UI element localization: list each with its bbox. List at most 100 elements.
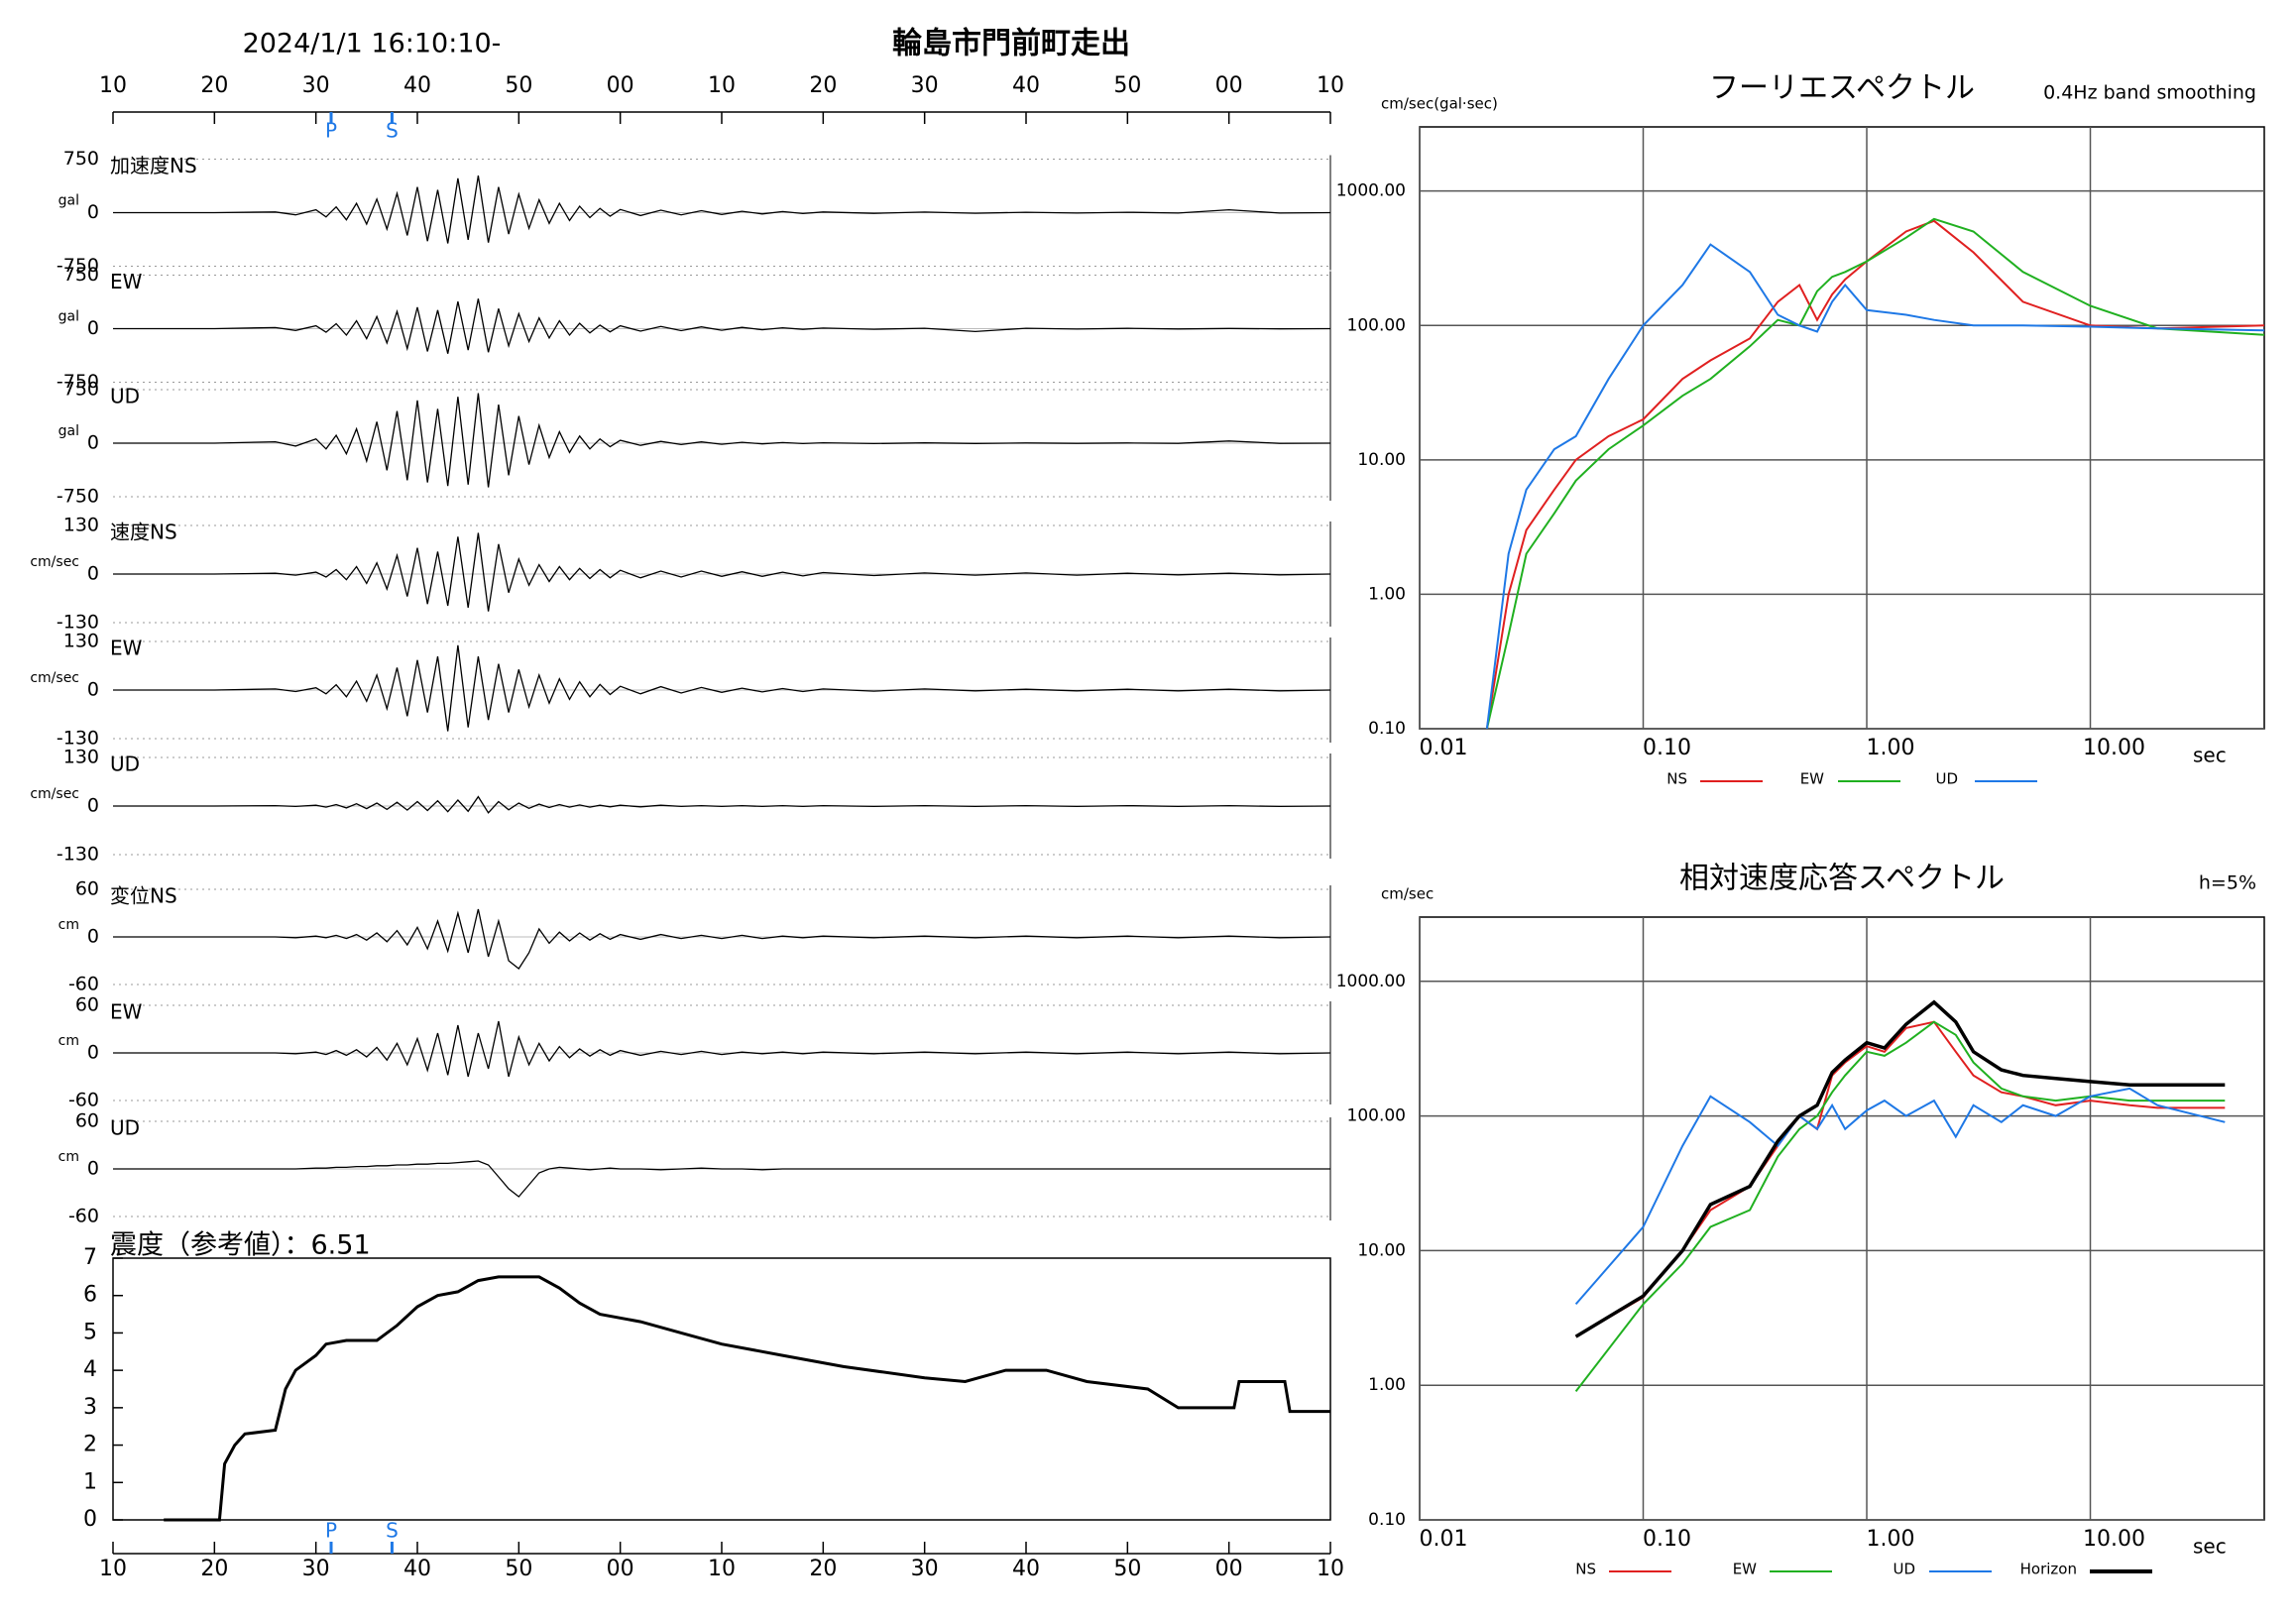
y-tick-label: 0 <box>87 317 99 339</box>
chart-title: 相対速度応答スペクトル <box>1679 862 2005 896</box>
chart-subtitle: 0.4Hz band smoothing <box>2043 82 2256 104</box>
y-tick-label: 0 <box>83 1507 97 1532</box>
spectrum-line <box>1485 217 2264 729</box>
x-tick-label: 20 <box>809 1557 837 1581</box>
y-tick-label: 3 <box>83 1395 97 1420</box>
chart-title: フーリエスペクトル <box>1709 71 1975 106</box>
x-tick-label: 10 <box>708 1557 736 1581</box>
legend-label: Horizon <box>2020 1561 2077 1578</box>
spectrum-line <box>1485 219 2264 729</box>
x-tick-label: 10 <box>1317 1557 1344 1581</box>
y-tick-label: -130 <box>57 728 99 750</box>
unit-label: gal <box>58 193 79 209</box>
y-tick-label: -750 <box>57 371 99 393</box>
y-tick-label: 1 <box>83 1469 97 1494</box>
x-tick-label: 00 <box>1215 73 1243 98</box>
spectrum-line <box>1574 1020 2226 1393</box>
y-tick-label: 750 <box>63 379 99 401</box>
y-tick-label: -60 <box>68 974 99 995</box>
y-tick-label: 750 <box>63 264 99 286</box>
y-tick-label: -130 <box>57 844 99 866</box>
y-tick-label: 4 <box>83 1357 97 1382</box>
plot-frame <box>112 1257 1331 1521</box>
waveform <box>113 298 1331 354</box>
y-tick-label: 0.10 <box>1368 719 1406 739</box>
y-tick-label: 1.00 <box>1368 1375 1406 1395</box>
spectrum-line <box>1574 999 2226 1338</box>
y-tick-label: 750 <box>63 148 99 170</box>
x-tick-label: 0.01 <box>1420 1527 1468 1552</box>
y-tick-label: 0.10 <box>1368 1510 1406 1530</box>
y-tick-label: -750 <box>57 486 99 508</box>
waveform <box>113 644 1331 732</box>
y-tick-label: -750 <box>57 255 99 277</box>
x-tick-label: 50 <box>1113 73 1141 98</box>
chart-title: 震度（参考値）：6.51 <box>110 1230 371 1261</box>
panel-label: EW <box>110 270 143 293</box>
y-tick-label: 0 <box>87 1042 99 1064</box>
y-tick-label: 0 <box>87 795 99 817</box>
legend-label: NS <box>1575 1561 1596 1578</box>
panel-label: EW <box>110 1000 143 1024</box>
legend-label: UD <box>1935 770 1958 788</box>
waveform <box>113 1020 1331 1078</box>
y-tick-label: -60 <box>68 1090 99 1111</box>
x-tick-label: 20 <box>200 1557 228 1581</box>
x-tick-label: 30 <box>302 73 330 98</box>
x-axis-label: sec <box>2193 744 2227 767</box>
x-tick-label: 30 <box>911 1557 939 1581</box>
y-tick-label: 1000.00 <box>1336 181 1406 201</box>
x-tick-label: 20 <box>200 73 228 98</box>
unit-label: cm <box>58 917 79 933</box>
y-tick-label: -60 <box>68 1206 99 1227</box>
y-axis-label: cm/sec(gal·sec) <box>1381 95 1498 113</box>
y-tick-label: 60 <box>75 994 99 1016</box>
y-tick-label: -130 <box>57 612 99 634</box>
y-tick-label: 1.00 <box>1368 584 1406 604</box>
station: 輪島市門前町走出 <box>892 27 1130 61</box>
x-tick-label: 00 <box>1215 1557 1243 1581</box>
panel-label: 加速度NS <box>110 154 197 177</box>
x-tick-label: 00 <box>607 73 634 98</box>
plot-frame <box>1419 916 2265 1521</box>
y-tick-label: 1000.00 <box>1336 972 1406 991</box>
y-tick-label: 10.00 <box>1357 1240 1406 1260</box>
spectrum-line <box>1575 1020 2226 1337</box>
plot-frame <box>1419 126 2265 730</box>
x-tick-label: 0.01 <box>1420 736 1468 760</box>
waveform <box>113 795 1331 814</box>
y-tick-label: 130 <box>63 515 99 536</box>
x-tick-label: 1.00 <box>1867 736 1915 760</box>
y-tick-label: 10.00 <box>1357 450 1406 470</box>
x-tick-label: 10 <box>99 73 127 98</box>
x-tick-label: 10 <box>99 1557 127 1581</box>
panel-label: 変位NS <box>110 884 177 908</box>
x-tick-label: 40 <box>1012 1557 1040 1581</box>
phase-label: S <box>386 119 399 143</box>
x-tick-label: 40 <box>403 1557 431 1581</box>
panel-label: UD <box>110 385 140 408</box>
legend-label: NS <box>1666 770 1687 788</box>
y-tick-label: 0 <box>87 563 99 585</box>
unit-label: gal <box>58 309 79 325</box>
phase-label: P <box>325 1519 337 1543</box>
y-tick-label: 100.00 <box>1347 315 1406 335</box>
phase-label: S <box>386 1519 399 1543</box>
y-tick-label: 0 <box>87 432 99 454</box>
x-tick-label: 40 <box>403 73 431 98</box>
legend-label: EW <box>1733 1561 1757 1578</box>
panel-label: EW <box>110 637 143 660</box>
y-tick-label: 0 <box>87 926 99 948</box>
legend-label: UD <box>1893 1561 1915 1578</box>
legend-label: EW <box>1800 770 1824 788</box>
y-tick-label: 130 <box>63 631 99 652</box>
x-tick-label: 10.00 <box>2083 1527 2145 1552</box>
y-tick-label: 0 <box>87 201 99 223</box>
waveform <box>113 532 1331 612</box>
intensity-line <box>164 1275 1330 1522</box>
spectrum-line <box>1574 1087 2226 1306</box>
y-tick-label: 60 <box>75 878 99 900</box>
x-axis-label: sec <box>2193 1535 2227 1559</box>
y-tick-label: 0 <box>87 679 99 701</box>
